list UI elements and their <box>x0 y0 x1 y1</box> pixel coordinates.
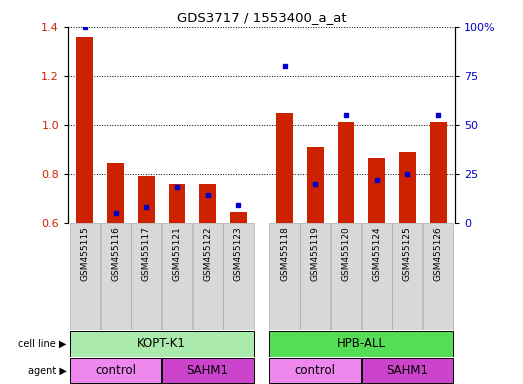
Bar <box>230 212 247 223</box>
Text: GSM455125: GSM455125 <box>403 226 412 281</box>
Text: KOPT-K1: KOPT-K1 <box>137 337 186 350</box>
Text: SAHM1: SAHM1 <box>187 364 229 377</box>
Bar <box>168 184 186 223</box>
FancyBboxPatch shape <box>223 223 254 330</box>
Text: GSM455120: GSM455120 <box>342 226 350 281</box>
FancyBboxPatch shape <box>70 223 100 330</box>
Title: GDS3717 / 1553400_a_at: GDS3717 / 1553400_a_at <box>177 11 346 24</box>
Text: control: control <box>295 364 336 377</box>
FancyBboxPatch shape <box>131 223 162 330</box>
Bar <box>399 152 416 223</box>
Text: GSM455124: GSM455124 <box>372 226 381 281</box>
FancyBboxPatch shape <box>162 223 192 330</box>
Bar <box>138 176 155 223</box>
FancyBboxPatch shape <box>70 358 162 384</box>
Bar <box>76 36 93 223</box>
FancyBboxPatch shape <box>361 223 392 330</box>
FancyBboxPatch shape <box>162 358 254 384</box>
Bar <box>368 158 385 223</box>
Text: GSM455117: GSM455117 <box>142 226 151 281</box>
Text: GSM455123: GSM455123 <box>234 226 243 281</box>
Bar <box>430 122 447 223</box>
FancyBboxPatch shape <box>269 331 453 357</box>
Text: GSM455122: GSM455122 <box>203 226 212 281</box>
Text: GSM455116: GSM455116 <box>111 226 120 281</box>
Text: GSM455121: GSM455121 <box>173 226 181 281</box>
Text: agent ▶: agent ▶ <box>28 366 66 376</box>
FancyBboxPatch shape <box>192 223 223 330</box>
Text: GSM455118: GSM455118 <box>280 226 289 281</box>
FancyBboxPatch shape <box>70 331 254 357</box>
FancyBboxPatch shape <box>300 223 331 330</box>
Bar <box>107 163 124 223</box>
FancyBboxPatch shape <box>331 223 361 330</box>
Bar <box>337 122 355 223</box>
Bar <box>276 113 293 223</box>
Bar <box>307 147 324 223</box>
Text: cell line ▶: cell line ▶ <box>18 339 66 349</box>
FancyBboxPatch shape <box>100 223 131 330</box>
Text: GSM455126: GSM455126 <box>434 226 442 281</box>
Text: SAHM1: SAHM1 <box>386 364 428 377</box>
Text: GSM455119: GSM455119 <box>311 226 320 281</box>
FancyBboxPatch shape <box>269 223 300 330</box>
Text: GSM455115: GSM455115 <box>81 226 89 281</box>
Text: control: control <box>95 364 136 377</box>
FancyBboxPatch shape <box>423 223 453 330</box>
FancyBboxPatch shape <box>361 358 453 384</box>
Bar <box>199 184 216 223</box>
Text: HPB-ALL: HPB-ALL <box>337 337 386 350</box>
FancyBboxPatch shape <box>269 358 361 384</box>
FancyBboxPatch shape <box>392 223 423 330</box>
